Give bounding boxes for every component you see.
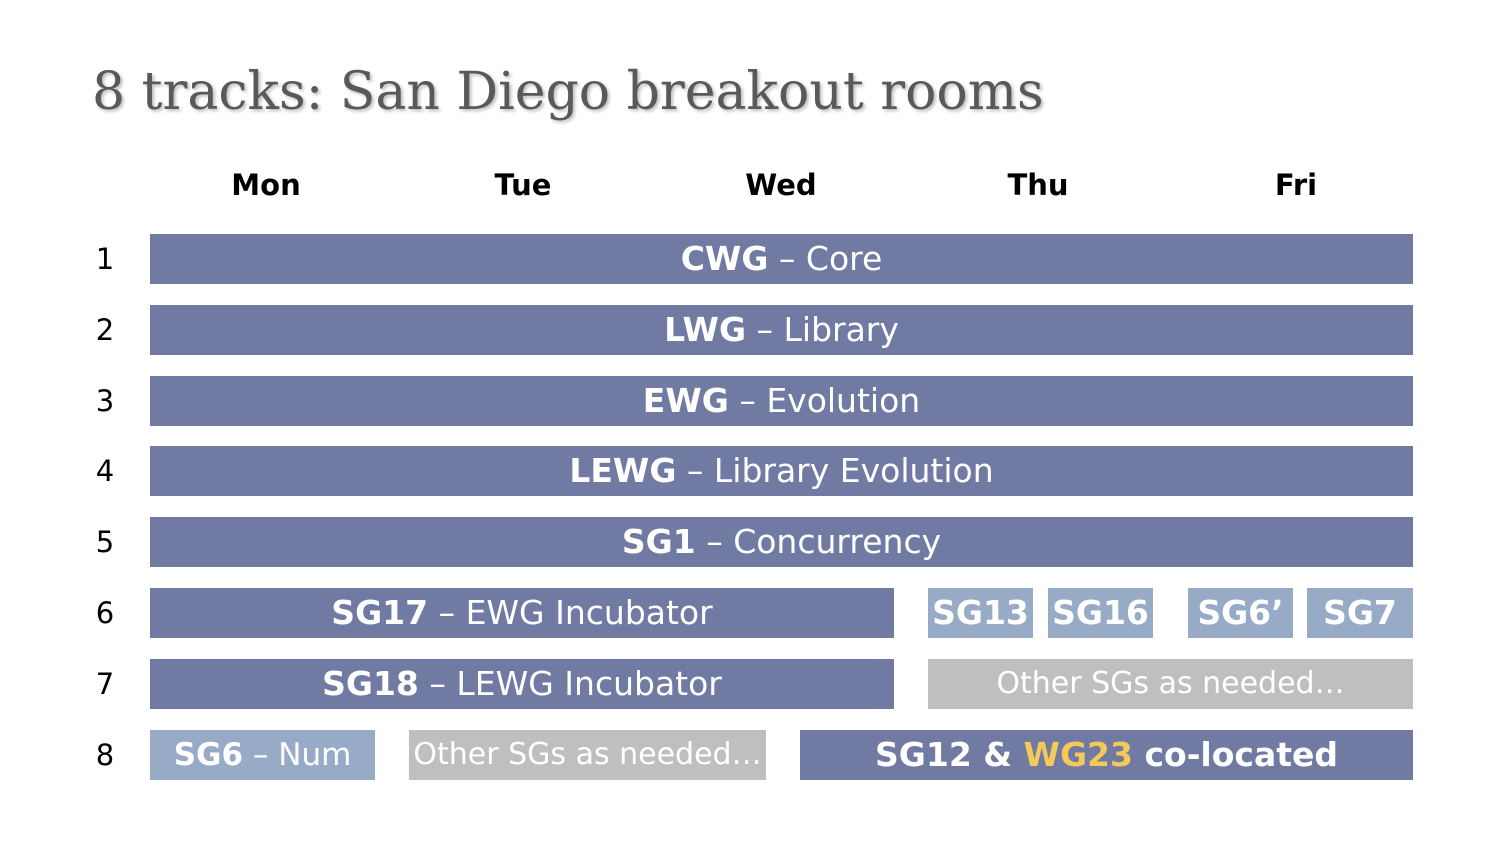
track-number: 2 [95, 313, 115, 347]
group-code: LEWG [569, 451, 677, 490]
track-number: 1 [95, 242, 115, 276]
session-block: LWG – Library [150, 305, 1413, 355]
day-header: Tue [494, 168, 552, 202]
session-block: LEWG – Library Evolution [150, 446, 1413, 496]
group-code: SG7 [1323, 593, 1397, 632]
group-code: EWG [642, 381, 729, 420]
track-number: 5 [95, 525, 115, 559]
session-block: SG12 & WG23 co-located [800, 730, 1413, 780]
session-block: SG7 [1307, 588, 1413, 638]
day-header: Thu [1007, 168, 1069, 202]
session-block: EWG – Evolution [150, 376, 1413, 426]
track-number: 7 [95, 667, 115, 701]
session-block: SG1 – Concurrency [150, 517, 1413, 567]
group-code: SG18 [322, 664, 419, 703]
group-code: SG6’ [1197, 593, 1284, 632]
session-block: Other SGs as needed… [409, 730, 766, 780]
group-name: – Num [252, 737, 352, 773]
day-header: Mon [231, 168, 301, 202]
session-block: Other SGs as needed… [928, 659, 1413, 709]
slide-title: 8 tracks: San Diego breakout rooms [92, 62, 1044, 122]
placeholder-text: Other SGs as needed… [413, 737, 762, 772]
group-name: – EWG Incubator [438, 593, 713, 632]
group-code: SG6 [173, 737, 244, 773]
session-block: SG17 – EWG Incubator [150, 588, 894, 638]
group-code: SG12 & [875, 735, 1013, 774]
group-name: – Concurrency [706, 522, 942, 561]
session-block: SG16 [1048, 588, 1153, 638]
group-name: – Evolution [739, 381, 921, 420]
group-code: CWG [680, 239, 769, 278]
group-name: co-located [1144, 735, 1338, 774]
group-code: WG23 [1023, 735, 1133, 774]
track-number: 8 [95, 738, 115, 772]
group-code: LWG [664, 310, 747, 349]
session-block: CWG – Core [150, 234, 1413, 284]
track-number: 6 [95, 596, 115, 630]
track-number: 3 [95, 384, 115, 418]
group-code: SG16 [1052, 593, 1149, 632]
day-header: Fri [1274, 168, 1318, 202]
session-block: SG18 – LEWG Incubator [150, 659, 894, 709]
placeholder-text: Other SGs as needed… [996, 666, 1345, 701]
session-block: SG6 – Num [150, 730, 375, 780]
group-code: SG17 [331, 593, 429, 632]
session-block: SG6’ [1188, 588, 1293, 638]
session-block: SG13 [928, 588, 1033, 638]
group-name: – LEWG Incubator [429, 664, 722, 703]
group-code: SG1 [621, 522, 696, 561]
group-code: SG13 [932, 593, 1029, 632]
group-name: – Library [756, 310, 899, 349]
day-header: Wed [745, 168, 817, 202]
group-name: – Core [778, 239, 883, 278]
group-name: – Library Evolution [686, 451, 994, 490]
track-number: 4 [95, 454, 115, 488]
